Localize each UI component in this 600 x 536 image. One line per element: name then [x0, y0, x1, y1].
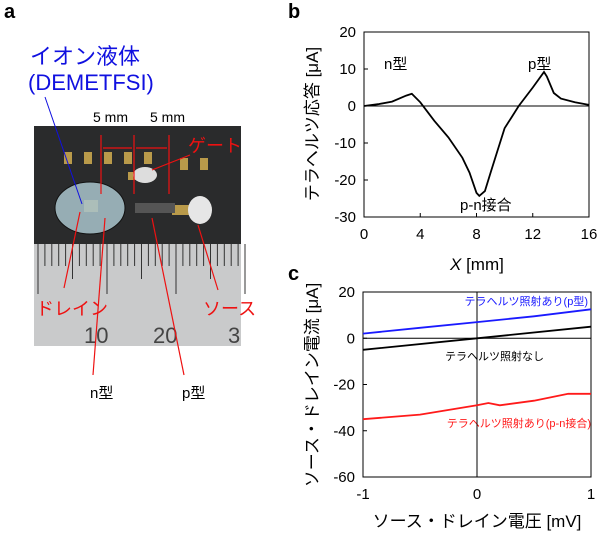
- drain-label: ドレイン: [36, 299, 108, 319]
- legend-pn-junction: テラヘルツ照射あり(p-n接合): [447, 416, 591, 430]
- gate-label: ゲート: [188, 136, 242, 156]
- series-line-1: [362, 325, 592, 351]
- y-tick-label: -10: [334, 135, 356, 152]
- panel-label-a: a: [4, 1, 16, 23]
- x-axis-label-unit: [mm]: [466, 255, 504, 274]
- panel-label-c: c: [288, 263, 299, 285]
- x-axis-label-var: X: [449, 255, 462, 274]
- x-tick-label: 0: [360, 226, 368, 243]
- y-tick-label: 20: [339, 24, 356, 41]
- x-tick-label: -1: [356, 486, 369, 503]
- device-photo: 10 20 3: [34, 126, 246, 348]
- y-tick-label: -20: [333, 377, 355, 394]
- annotation-p-type: p型: [528, 56, 551, 73]
- x-tick-label: 12: [524, 226, 541, 243]
- ruler-label-30: 3: [228, 323, 240, 348]
- x-tick-label: 16: [581, 226, 598, 243]
- chart-b: n型 p型 p-n接合 X [mm] テラヘルツ応答 [μA] 0 4 8 12 16 2…: [303, 24, 597, 274]
- x-tick-label: 8: [472, 226, 480, 243]
- ruler-label-20: 20: [153, 323, 177, 348]
- series-line-0: [362, 308, 592, 335]
- series-line-2: [362, 392, 591, 421]
- series-line-0: [363, 70, 590, 198]
- chart-c: テラヘルツ照射あり(p型) テラヘルツ照射なし テラヘルツ照射あり(p-n接合)…: [303, 283, 595, 531]
- y-tick-label: 20: [338, 284, 355, 301]
- dimension-label-1: 5 mm: [93, 109, 128, 125]
- y-tick-label: 0: [347, 330, 355, 347]
- x-tick-label: 1: [587, 486, 595, 503]
- x-tick-label: 0: [473, 486, 481, 503]
- p-type-label: p型: [182, 385, 205, 402]
- y-tick-label: -40: [333, 423, 355, 440]
- ionic-liquid-label: イオン液体: [30, 44, 140, 69]
- y-axis-label-c: ソース・ドレイン電流 [μA]: [303, 283, 322, 487]
- y-tick-label: 10: [339, 61, 356, 78]
- source-label: ソース: [203, 299, 256, 319]
- ionic-liquid-arrow: [44, 96, 83, 205]
- y-tick-label: -30: [334, 209, 356, 226]
- ionic-liquid-name: (DEMETFSI): [28, 70, 154, 95]
- panel-label-b: b: [288, 1, 300, 23]
- dimension-markers: [63, 135, 219, 376]
- annotation-pn-junction: p-n接合: [460, 197, 512, 214]
- legend-no-irradiation: テラヘルツ照射なし: [445, 349, 544, 363]
- x-axis-label-b: X [mm]: [449, 255, 504, 274]
- legend-p-type: テラヘルツ照射あり(p型): [465, 294, 588, 308]
- y-tick-label: -60: [333, 469, 355, 486]
- dimension-label-2: 5 mm: [150, 109, 185, 125]
- x-tick-label: 4: [416, 226, 424, 243]
- y-tick-label: 0: [348, 98, 356, 115]
- y-tick-label: -20: [334, 172, 356, 189]
- y-axis-label-b: テラヘルツ応答 [μA]: [303, 47, 322, 201]
- annotation-n-type: n型: [384, 56, 407, 73]
- x-axis-label-c: ソース・ドレイン電圧 [mV]: [373, 512, 582, 531]
- n-type-label: n型: [90, 385, 113, 402]
